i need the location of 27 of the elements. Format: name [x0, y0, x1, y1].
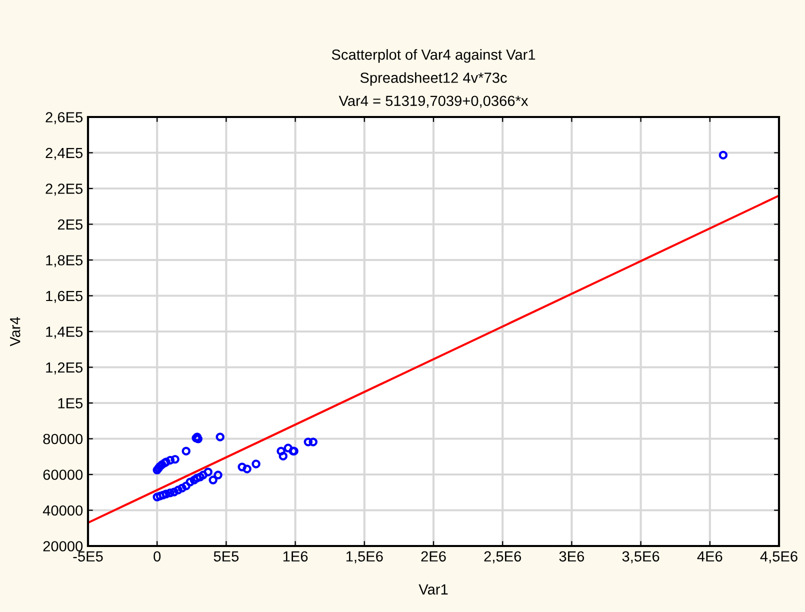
y-tick-label: 20000 [43, 541, 83, 552]
x-tick-label: 2E6 [421, 551, 446, 562]
y-tick-label: 2,2E5 [46, 184, 83, 196]
y-tick-label: 2,6E5 [46, 112, 83, 124]
y-tick-label: 1,6E5 [46, 290, 83, 303]
x-tick-label: 4E6 [697, 551, 722, 562]
y-axis-title: Var4 [10, 317, 20, 346]
y-tick-label: 60000 [43, 470, 83, 480]
x-tick-label: 3E6 [559, 551, 584, 562]
x-tick-label: 1,5E6 [346, 551, 383, 564]
x-tick-label: 1E6 [283, 551, 308, 562]
y-tick-label: 1,8E5 [46, 255, 83, 268]
y-tick-label: 2E5 [58, 219, 83, 230]
x-tick-label: 2,5E6 [484, 551, 522, 564]
x-tick-label: 0 [154, 551, 161, 562]
x-axis-title: Var1 [418, 584, 448, 595]
y-tick-label: 2,4E5 [46, 148, 83, 160]
x-tick-label: -5E5 [73, 551, 103, 562]
chart-title: Scatterplot of Var4 against Var1 Spreadsheet12 4v*73c Var4 = 51319,7039+0,0366*x [332, 49, 536, 108]
y-tick-label: 1E5 [58, 398, 83, 408]
y-tick-label: 1,4E5 [46, 326, 83, 339]
x-tick-label: 4,5E6 [760, 551, 798, 564]
y-tick-label: 40000 [42, 505, 83, 516]
x-tick-label: 3,5E6 [622, 551, 660, 564]
y-tick-label: 1,2E5 [46, 362, 83, 374]
x-tick-label: 5E5 [214, 551, 239, 562]
y-tick-label: 80000 [43, 434, 83, 444]
